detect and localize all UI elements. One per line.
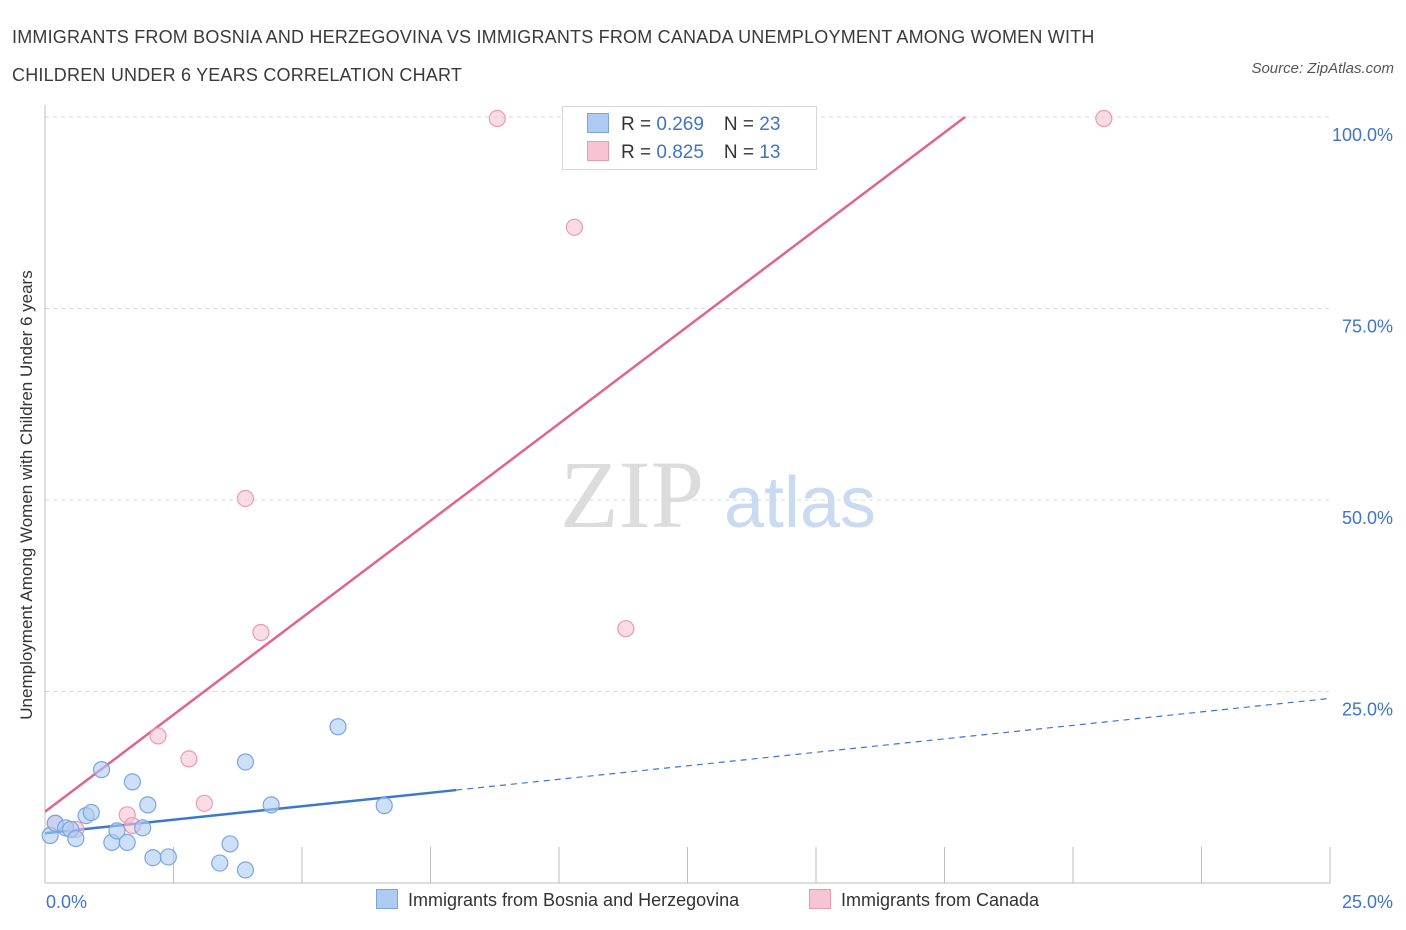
bottom-legend-canada: Immigrants from Canada (809, 889, 1039, 911)
data-point-canada (236, 489, 255, 508)
bottom-legend-label-bosnia: Immigrants from Bosnia and Herzegovina (408, 890, 740, 910)
data-point-bosnia (375, 797, 393, 815)
legend-row-canada: R = 0.825 N = 13 (587, 141, 780, 165)
data-points (41, 109, 1113, 879)
data-point-bosnia (236, 753, 255, 771)
data-point-canada (1095, 109, 1113, 128)
data-point-canada (252, 623, 270, 642)
data-point-bosnia (139, 796, 157, 814)
chart-title: IMMIGRANTS FROM BOSNIA AND HERZEGOVINA V… (12, 27, 1095, 85)
data-point-canada (617, 620, 635, 638)
data-point-bosnia (92, 761, 111, 779)
data-point-bosnia (329, 718, 347, 736)
y-tick-label: 100.0% (1332, 125, 1393, 145)
legend-swatch-canada (587, 141, 609, 161)
data-point-bosnia (108, 822, 126, 840)
source-note: Source: ZipAtlas.com (1251, 60, 1394, 77)
data-point-bosnia (221, 835, 239, 853)
bottom-legend-swatch-bosnia (376, 889, 398, 909)
data-point-canada (195, 794, 213, 812)
y-tick-label: 25.0% (1342, 700, 1393, 720)
watermark-atlas: atlas (724, 463, 876, 543)
y-tick-label: 75.0% (1342, 317, 1393, 337)
x-tick-label-max: 25.0% (1342, 892, 1393, 912)
legend-r-label: R = (621, 142, 657, 163)
legend-r-value: 0.825 (656, 142, 704, 163)
bottom-legend-swatch-canada (809, 889, 831, 909)
data-point-bosnia (211, 854, 229, 872)
data-point-bosnia (159, 848, 177, 866)
data-point-bosnia (118, 833, 136, 852)
data-point-bosnia (67, 829, 85, 848)
data-point-bosnia (144, 849, 162, 867)
data-point-bosnia (82, 803, 100, 822)
x-tick-label-min: 0.0% (46, 892, 87, 912)
grid-lines (45, 116, 1330, 692)
data-point-bosnia (123, 773, 141, 791)
watermark-zip: ZIP (560, 441, 704, 548)
trend-line-bosnia (44, 788, 457, 835)
bottom-legend-bosnia: Immigrants from Bosnia and Herzegovina (376, 889, 739, 911)
legend-r-label: R = (621, 114, 657, 135)
data-point-canada (149, 727, 167, 745)
tick-labels: 25.0% 50.0% 75.0% 100.0% 0.0% 25.0% (46, 125, 1393, 912)
watermark: ZIP atlas (560, 441, 876, 548)
trend-line-canada (44, 116, 966, 813)
y-tick-label: 50.0% (1342, 508, 1393, 528)
bottom-legend-label-canada: Immigrants from Canada (841, 890, 1040, 910)
legend-row-bosnia: R = 0.269 N = 23 (587, 113, 780, 137)
legend-n-value: 13 (759, 142, 781, 163)
data-point-bosnia (262, 796, 280, 814)
legend-n-label: N = (723, 142, 760, 163)
data-point-bosnia (134, 819, 152, 837)
data-point-bosnia (236, 861, 255, 879)
legend-r-value: 0.269 (656, 114, 704, 135)
data-point-canada (565, 218, 584, 236)
legend-n-label: N = (723, 114, 760, 135)
axes (44, 105, 1331, 884)
legend-swatch-bosnia (587, 113, 609, 133)
data-point-canada (488, 109, 506, 128)
correlation-legend: R = 0.269 N = 23 R = 0.825 N = 13 (562, 106, 817, 170)
trend-line-bosnia-extension (456, 697, 1331, 791)
legend-n-value: 23 (759, 114, 781, 135)
data-point-canada (180, 750, 198, 768)
